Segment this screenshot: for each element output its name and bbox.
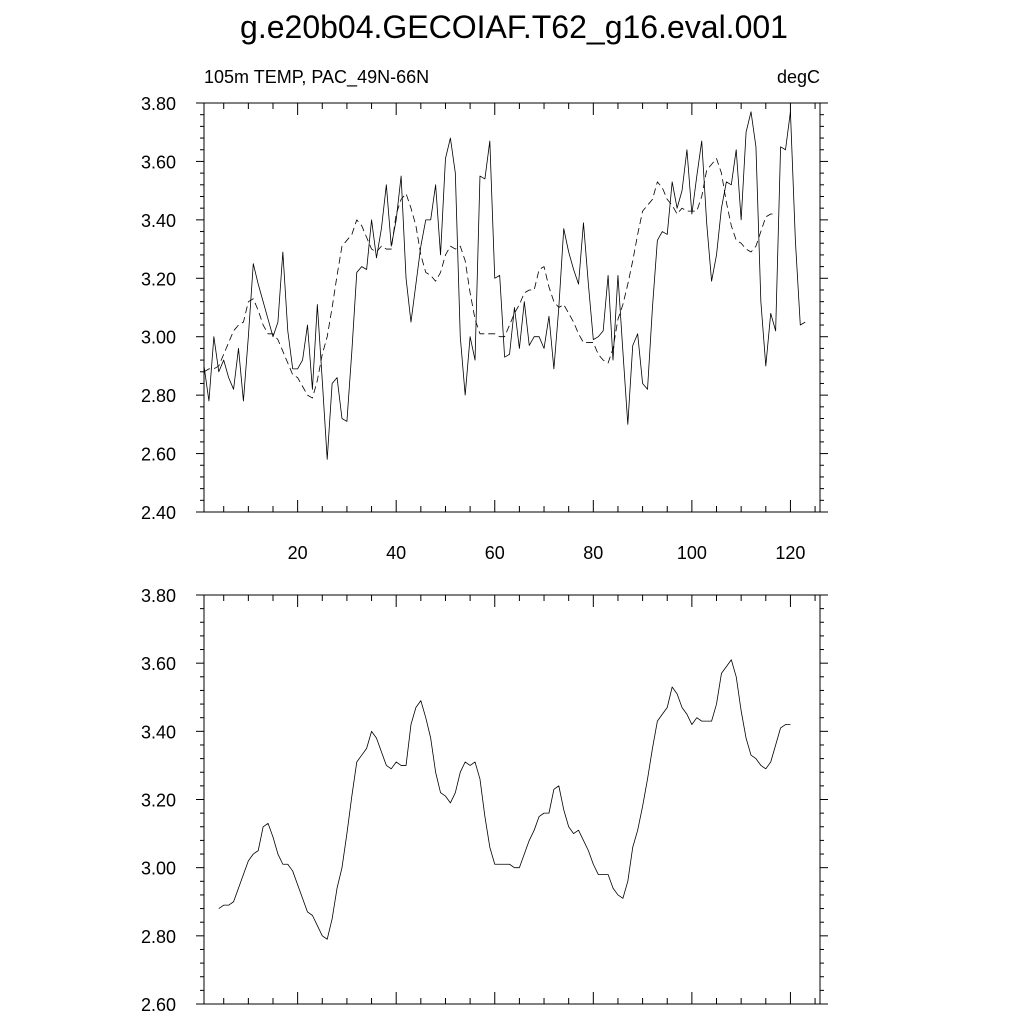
top-panel-left-label: 105m TEMP, PAC_49N-66N xyxy=(204,67,429,88)
y-tick-label: 2.80 xyxy=(141,386,176,406)
y-tick-label: 3.60 xyxy=(141,654,176,674)
y-tick-label: 3.20 xyxy=(141,269,176,289)
top-panel-right-label: degC xyxy=(777,67,820,87)
running-mean-series-line xyxy=(203,158,776,399)
y-tick-label: 3.60 xyxy=(141,152,176,172)
top-panel-frame xyxy=(203,102,821,513)
x-tick-label: 120 xyxy=(775,543,805,563)
x-tick-label: 20 xyxy=(288,543,308,563)
y-tick-label: 3.80 xyxy=(141,586,176,606)
y-tick-label: 2.60 xyxy=(141,995,176,1015)
x-tick-label: 40 xyxy=(386,543,406,563)
top-panel: 105m TEMP, PAC_49N-66N degC 2.40 2.60 2.80… xyxy=(141,67,828,563)
series-line xyxy=(203,111,806,460)
bottom-panel-frame xyxy=(203,594,821,1005)
series-line xyxy=(218,659,791,940)
top-panel-ticks: 2.40 2.60 2.80 3.00 3.20 3.40 3.60 3.80 20 40 60 80… xyxy=(141,94,828,563)
y-tick-label: 3.80 xyxy=(141,94,176,114)
y-tick-label: 3.40 xyxy=(141,722,176,742)
y-tick-label: 3.00 xyxy=(141,859,176,879)
bottom-panel-series xyxy=(218,659,791,940)
y-tick-label: 2.60 xyxy=(141,445,176,465)
bottom-panel-ticks: 2.60 2.80 3.00 3.20 3.40 3.60 3.80 xyxy=(141,586,828,1015)
figure-title: g.e20b04.GECOIAF.T62_g16.eval.001 xyxy=(240,9,788,45)
y-tick-label: 3.20 xyxy=(141,791,176,811)
y-tick-label: 3.00 xyxy=(141,328,176,348)
x-tick-label: 80 xyxy=(583,543,603,563)
y-tick-label: 2.80 xyxy=(141,927,176,947)
y-tick-label: 2.40 xyxy=(141,503,176,523)
top-panel-series xyxy=(203,111,806,460)
x-tick-label: 100 xyxy=(677,543,707,563)
bottom-panel: 2.60 2.80 3.00 3.20 3.40 3.60 3.80 xyxy=(141,586,828,1015)
x-tick-label: 60 xyxy=(485,543,505,563)
y-tick-label: 3.40 xyxy=(141,211,176,231)
